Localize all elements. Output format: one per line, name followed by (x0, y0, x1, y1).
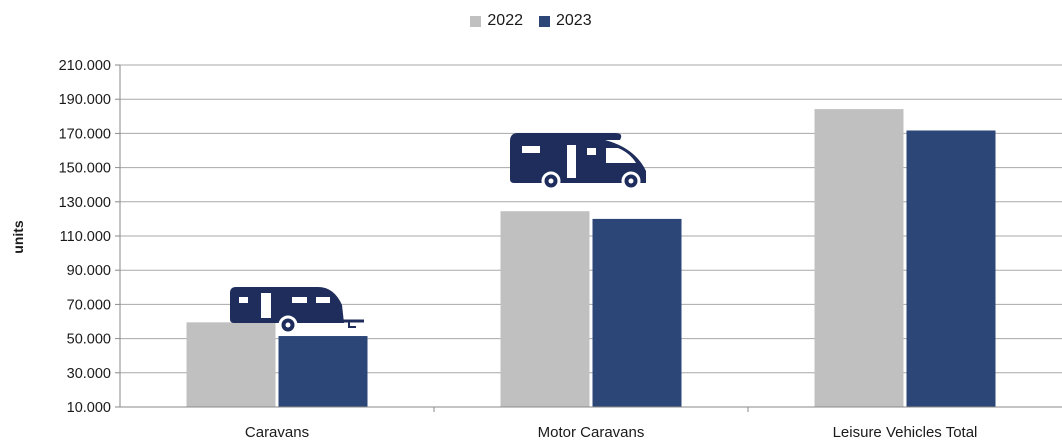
x-category-label: Leisure Vehicles Total (833, 424, 978, 441)
legend-label-2023: 2023 (556, 12, 592, 29)
y-tick-label: 10.000 (67, 400, 111, 416)
y-tick-label: 70.000 (67, 297, 111, 313)
legend-swatch-2022 (470, 15, 482, 27)
legend-swatch-2023 (539, 15, 550, 27)
bars (186, 109, 996, 408)
motorhome-icon (510, 133, 646, 191)
bar-2023-caravans (278, 336, 368, 407)
axes (115, 64, 1062, 412)
bar-2022-caravans (186, 322, 276, 407)
y-tick-label: 170.000 (59, 126, 111, 142)
x-category-label: Caravans (245, 424, 309, 441)
y-tick-label: 90.000 (67, 263, 111, 279)
legend-item-2023: 2023 (539, 12, 592, 30)
y-tick-label: 190.000 (59, 92, 111, 108)
y-tick-label: 30.000 (67, 366, 111, 382)
y-tick-label: 210.000 (59, 58, 111, 74)
y-axis-title: units (10, 220, 26, 254)
y-tick-label: 130.000 (59, 195, 111, 211)
bar-2023-motor-caravans (592, 218, 682, 407)
gridlines (120, 64, 1062, 374)
bar-2022-leisure-vehicles-total (814, 109, 904, 408)
bar-2023-leisure-vehicles-total (906, 130, 996, 408)
bar-2022-motor-caravans (500, 211, 590, 407)
y-tick-label: 110.000 (60, 229, 111, 245)
x-category-label: Motor Caravans (538, 424, 645, 441)
legend-item-2022: 2022 (470, 12, 523, 30)
caravan-icon (230, 287, 364, 335)
y-tick-label: 150.000 (59, 161, 111, 177)
y-tick-label: 50.000 (67, 332, 111, 348)
legend-label-2022: 2022 (487, 12, 523, 29)
legend: 2022 2023 (0, 12, 1062, 30)
y-tick-labels: 10.000 30.000 50.000 70.000 90.000 110.000 130… (59, 58, 111, 416)
x-category-labels: Caravans Motor Caravans Leisure Vehicles T… (245, 424, 978, 441)
